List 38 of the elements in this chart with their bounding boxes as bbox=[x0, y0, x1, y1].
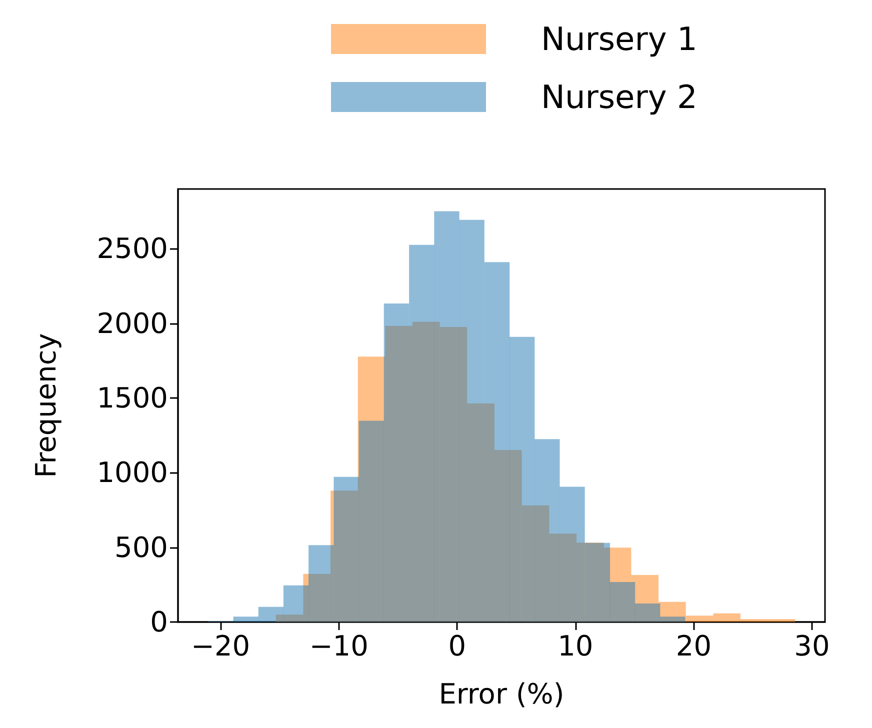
legend-label: Nursery 2 bbox=[541, 78, 698, 116]
x-tick-label: 10 bbox=[558, 630, 594, 662]
x-tick-label: −20 bbox=[191, 630, 250, 662]
legend-label: Nursery 1 bbox=[541, 20, 698, 58]
x-tick-label: −10 bbox=[309, 630, 368, 662]
bar bbox=[584, 542, 610, 622]
x-tick-label: 0 bbox=[448, 630, 466, 662]
bar bbox=[358, 420, 384, 622]
bar bbox=[560, 486, 585, 622]
bar bbox=[660, 616, 686, 622]
y-tick-label: 1000 bbox=[96, 456, 168, 490]
bar bbox=[686, 616, 714, 622]
bar bbox=[409, 244, 434, 622]
x-axis-title: Error (%) bbox=[438, 678, 564, 710]
bar bbox=[509, 336, 535, 622]
y-tick-label: 0 bbox=[150, 606, 168, 638]
bar bbox=[334, 476, 359, 622]
bar bbox=[233, 616, 258, 622]
y-tick-label: 2000 bbox=[96, 306, 168, 340]
bar bbox=[740, 619, 768, 622]
y-tick-label: 2500 bbox=[96, 232, 168, 266]
bar bbox=[534, 439, 560, 622]
x-tick-label: 20 bbox=[676, 630, 712, 662]
bar bbox=[283, 585, 309, 622]
bar bbox=[610, 582, 636, 622]
y-axis-title: Frequency bbox=[30, 333, 62, 478]
x-tick-label: 30 bbox=[794, 630, 830, 662]
bar bbox=[258, 606, 284, 622]
bar bbox=[713, 613, 740, 622]
y-tick-label: 500 bbox=[114, 530, 168, 564]
bar bbox=[459, 220, 484, 622]
bar bbox=[484, 262, 510, 622]
y-tick-label: 1500 bbox=[96, 382, 168, 415]
bar bbox=[384, 304, 410, 622]
bar bbox=[634, 603, 660, 622]
bar bbox=[308, 545, 334, 622]
bar bbox=[434, 211, 460, 622]
bar bbox=[768, 619, 796, 622]
